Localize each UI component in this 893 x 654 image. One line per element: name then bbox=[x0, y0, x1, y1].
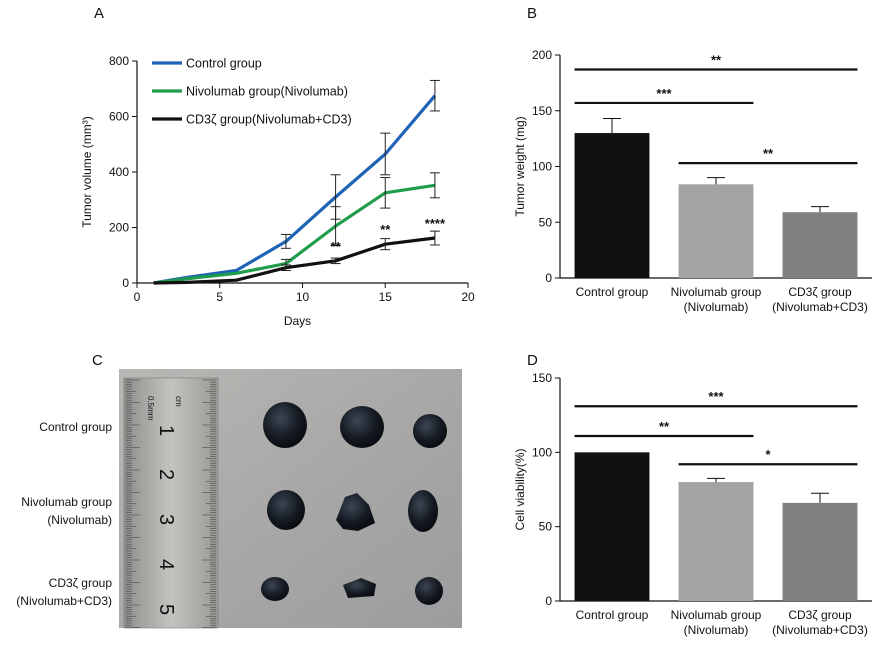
y-tick-label: 100 bbox=[532, 160, 552, 174]
tumor-cd3-3 bbox=[415, 577, 443, 605]
significance-label-0: *** bbox=[708, 389, 724, 404]
tumor-nivolumab-1 bbox=[267, 490, 305, 530]
significance-annotation-0: ** bbox=[331, 239, 342, 254]
bar-0 bbox=[574, 133, 650, 278]
significance-annotation-2: **** bbox=[425, 216, 446, 231]
x-tick-label: 15 bbox=[379, 290, 393, 304]
x-tick-label: 0 bbox=[134, 290, 141, 304]
photo-label-cd3-sub: (Nivolumab+CD3) bbox=[16, 594, 112, 608]
y-axis-label: Tumor weight (mg) bbox=[513, 116, 527, 216]
tumor-cd3-1 bbox=[261, 577, 289, 601]
y-tick-label: 0 bbox=[122, 276, 129, 290]
category-label-1: (Nivolumab) bbox=[684, 623, 749, 637]
bar-0 bbox=[574, 452, 650, 601]
tumor-control-2 bbox=[340, 406, 384, 448]
tumor-control-3 bbox=[413, 414, 447, 448]
ruler-number-1: 1 bbox=[155, 425, 177, 436]
y-tick-label: 0 bbox=[545, 271, 552, 285]
y-tick-label: 800 bbox=[109, 54, 129, 68]
y-tick-label: 150 bbox=[532, 104, 552, 118]
category-label-0: Control group bbox=[576, 608, 649, 622]
y-axis-label: Tumor volume (mm³) bbox=[80, 116, 94, 228]
ruler-number-3: 3 bbox=[155, 514, 177, 525]
significance-label-0: ** bbox=[711, 52, 722, 67]
photo-label-nivolumab-sub: (Nivolumab) bbox=[47, 513, 112, 527]
category-label-2: (Nivolumab+CD3) bbox=[772, 623, 868, 637]
panel-letter-a: A bbox=[94, 5, 104, 22]
y-tick-label: 600 bbox=[109, 110, 129, 124]
x-tick-label: 20 bbox=[461, 290, 475, 304]
significance-label-2: * bbox=[765, 447, 771, 462]
tumor-nivolumab-3 bbox=[408, 490, 438, 532]
tumor-nivolumab-2 bbox=[336, 493, 375, 531]
category-label-0: Control group bbox=[576, 285, 649, 299]
tumor-photograph: 0.5mm cm 1 2 3 4 5 bbox=[119, 369, 462, 629]
ruler-number-4: 4 bbox=[155, 559, 177, 570]
significance-label-1: *** bbox=[656, 86, 672, 101]
tumor-control-1 bbox=[263, 402, 307, 448]
tumor-cd3-2 bbox=[343, 578, 376, 598]
photo-label-cd3: CD3ζ group bbox=[49, 576, 113, 590]
ruler: 0.5mm cm 1 2 3 4 5 bbox=[123, 377, 219, 629]
legend-label-2: CD3ζ group(Nivolumab+CD3) bbox=[186, 113, 352, 127]
y-tick-label: 400 bbox=[109, 165, 129, 179]
category-label-2: CD3ζ group bbox=[788, 285, 852, 299]
panel-letter-d: D bbox=[527, 352, 538, 369]
bar-2 bbox=[782, 212, 858, 278]
legend-label-1: Nivolumab group(Nivolumab) bbox=[186, 85, 348, 99]
category-label-1: Nivolumab group bbox=[671, 608, 762, 622]
category-label-2: CD3ζ group bbox=[788, 608, 852, 622]
cell-viability-bar-chart: 0 50 100 150 Cell viability(%) Control group N… bbox=[513, 371, 872, 637]
bar-1 bbox=[678, 482, 754, 601]
x-tick-label: 5 bbox=[216, 290, 223, 304]
y-tick-label: 50 bbox=[539, 215, 553, 229]
x-axis-label: Days bbox=[284, 314, 311, 328]
photo-label-nivolumab: Nivolumab group bbox=[21, 495, 112, 509]
significance-label-1: ** bbox=[659, 419, 670, 434]
bar-2 bbox=[782, 502, 858, 601]
panel-letter-c: C bbox=[92, 352, 103, 369]
significance-label-2: ** bbox=[763, 146, 774, 161]
ruler-number-2: 2 bbox=[155, 469, 177, 480]
category-label-2: (Nivolumab+CD3) bbox=[772, 300, 868, 314]
y-tick-label: 50 bbox=[539, 520, 553, 534]
ruler-number-5: 5 bbox=[155, 604, 177, 615]
ruler-unit-text: 0.5mm bbox=[146, 396, 155, 421]
ruler-cm-text: cm bbox=[174, 396, 183, 407]
x-tick-label: 10 bbox=[296, 290, 310, 304]
panel-letter-b: B bbox=[527, 5, 537, 22]
y-tick-label: 200 bbox=[532, 48, 552, 62]
category-label-1: Nivolumab group bbox=[671, 285, 762, 299]
y-tick-label: 100 bbox=[532, 445, 552, 459]
y-tick-label: 0 bbox=[545, 594, 552, 608]
y-tick-label: 200 bbox=[109, 221, 129, 235]
tumor-volume-line-chart: 0 200 400 600 800 0 5 10 15 20 Days Tumor volume (m… bbox=[80, 54, 475, 328]
bar-1 bbox=[678, 184, 754, 278]
y-tick-label: 150 bbox=[532, 371, 552, 385]
legend-label-0: Control group bbox=[186, 57, 262, 71]
category-label-1: (Nivolumab) bbox=[684, 300, 749, 314]
photo-label-control: Control group bbox=[39, 420, 112, 434]
significance-annotation-1: ** bbox=[380, 222, 391, 237]
y-axis-label: Cell viability(%) bbox=[513, 448, 527, 530]
tumor-weight-bar-chart: 0 50 100 150 200 Tumor weight (mg) Control gro… bbox=[513, 48, 872, 314]
